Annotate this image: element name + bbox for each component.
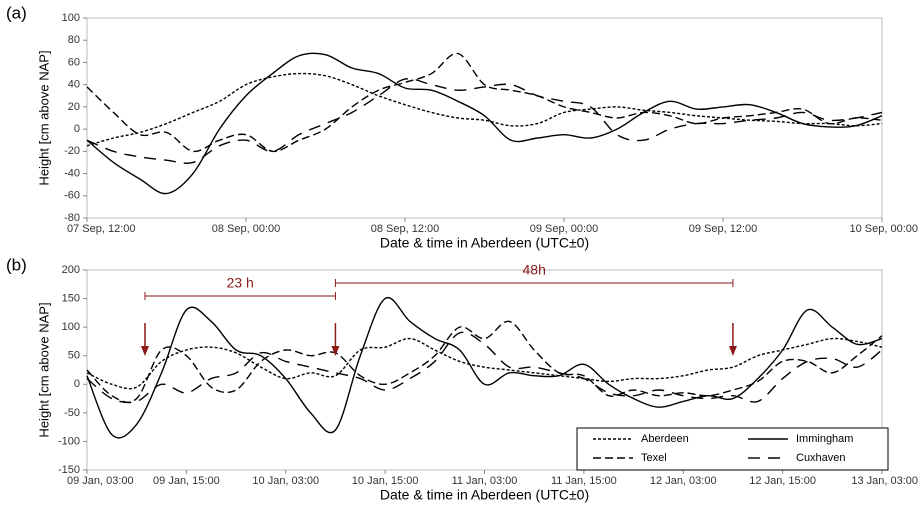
x-tick-label: 11 Jan, 15:00 xyxy=(551,475,617,487)
panel-label: (b) xyxy=(6,255,27,274)
y-tick-label: 150 xyxy=(62,292,80,304)
y-axis-label: Height [cm above NAP] xyxy=(36,50,51,185)
x-tick-label: 09 Jan, 15:00 xyxy=(153,475,220,487)
y-tick-label: 80 xyxy=(68,34,80,46)
series-line xyxy=(86,52,883,153)
y-tick-label: -60 xyxy=(64,190,80,202)
annotation-arrowhead xyxy=(728,346,737,356)
y-tick-label: 50 xyxy=(68,350,80,362)
legend-label: Cuxhaven xyxy=(796,452,846,464)
x-tick-label: 09 Sep, 12:00 xyxy=(689,223,758,235)
series-line xyxy=(86,331,883,404)
x-tick-label: 08 Sep, 00:00 xyxy=(212,223,281,235)
plot-frame xyxy=(86,17,883,219)
series-line xyxy=(86,337,883,390)
series-line xyxy=(86,78,883,164)
y-tick-label: 100 xyxy=(62,12,80,24)
series-line xyxy=(86,320,883,403)
y-axis-label: Height [cm above NAP] xyxy=(36,302,51,437)
x-axis-label: Date & time in Aberdeen (UTC±0) xyxy=(380,235,589,251)
panel-label: (a) xyxy=(6,3,27,22)
y-tick-label: -80 xyxy=(64,212,80,224)
legend-label: Immingham xyxy=(796,433,853,445)
annotation-arrowhead xyxy=(331,346,340,356)
y-tick-label: -100 xyxy=(58,435,80,447)
x-tick-label: 08 Sep, 12:00 xyxy=(371,223,440,235)
y-tick-label: -20 xyxy=(64,145,80,157)
y-tick-label: -40 xyxy=(64,167,80,179)
y-tick-label: 20 xyxy=(68,101,80,113)
x-tick-label: 13 Jan, 03:00 xyxy=(851,475,918,487)
y-tick-label: 0 xyxy=(74,123,80,135)
y-tick-label: -50 xyxy=(64,407,80,419)
x-tick-label: 12 Jan, 15:00 xyxy=(749,475,816,487)
x-tick-label: 07 Sep, 12:00 xyxy=(67,223,136,235)
y-tick-label: 0 xyxy=(74,378,80,390)
annotation-text: 23 h xyxy=(227,275,254,291)
legend-label: Aberdeen xyxy=(641,433,689,445)
x-tick-label: 09 Sep, 00:00 xyxy=(530,223,599,235)
y-tick-label: 100 xyxy=(62,321,80,333)
y-tick-label: 40 xyxy=(68,79,80,91)
y-tick-label: -150 xyxy=(58,464,80,476)
x-tick-label: 10 Jan, 03:00 xyxy=(252,475,319,487)
series-line xyxy=(86,52,883,195)
annotation-text: 48h xyxy=(523,262,546,278)
x-tick-label: 09 Jan, 03:00 xyxy=(67,475,134,487)
annotation-arrowhead xyxy=(140,346,149,356)
y-tick-label: 200 xyxy=(62,264,80,276)
x-tick-label: 12 Jan, 03:00 xyxy=(650,475,717,487)
x-tick-label: 11 Jan, 03:00 xyxy=(452,475,518,487)
x-tick-label: 10 Sep, 00:00 xyxy=(849,223,918,235)
y-tick-label: 60 xyxy=(68,56,80,68)
legend-label: Texel xyxy=(641,452,667,464)
series-line xyxy=(86,72,883,147)
series-line xyxy=(86,296,883,439)
x-axis-label: Date & time in Aberdeen (UTC±0) xyxy=(380,487,589,503)
x-tick-label: 10 Jan, 15:00 xyxy=(352,475,419,487)
legend-box xyxy=(576,427,889,471)
